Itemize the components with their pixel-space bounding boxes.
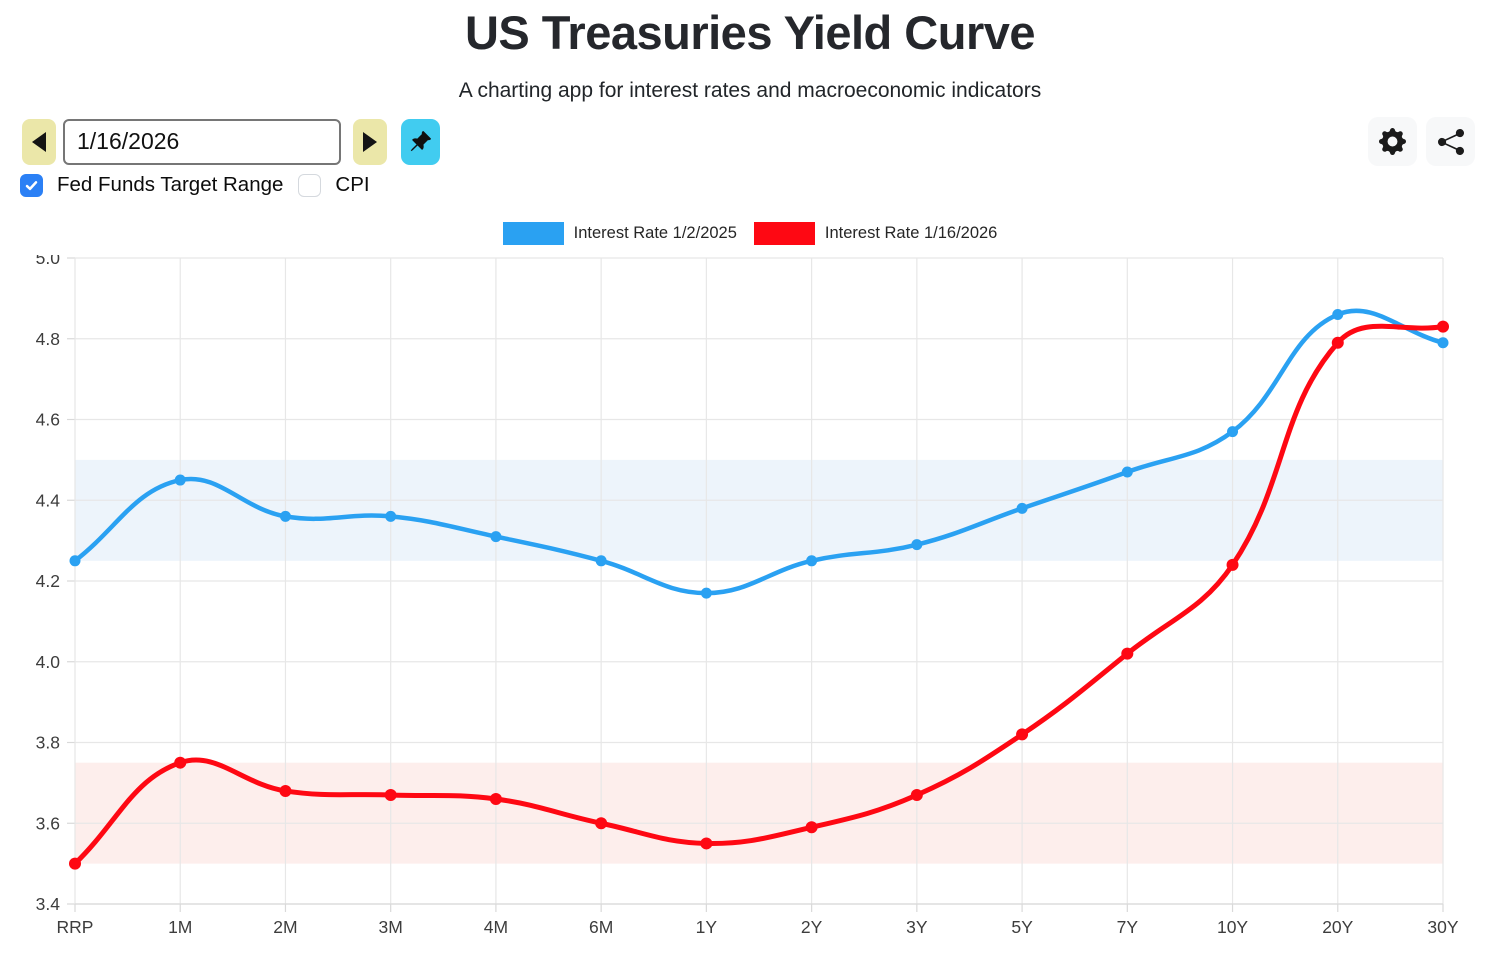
data-point-series-1[interactable] bbox=[1331, 336, 1344, 349]
cpi-label: CPI bbox=[335, 173, 370, 196]
data-point-series-1[interactable] bbox=[1226, 558, 1239, 571]
legend-label-2025: Interest Rate 1/2/2025 bbox=[573, 224, 737, 242]
settings-button[interactable] bbox=[1368, 117, 1417, 166]
x-axis-label: 3M bbox=[379, 917, 403, 937]
data-point-series-0[interactable] bbox=[174, 474, 186, 486]
x-axis-label: 6M bbox=[589, 917, 613, 937]
pin-date-button[interactable] bbox=[401, 118, 440, 165]
page-subtitle: A charting app for interest rates and ma… bbox=[458, 79, 1042, 102]
legend-item-2025[interactable]: Interest Rate 1/2/2025 bbox=[502, 222, 737, 245]
data-point-series-1[interactable] bbox=[910, 788, 923, 801]
data-point-series-0[interactable] bbox=[1121, 466, 1133, 478]
gear-icon bbox=[1379, 128, 1406, 155]
data-point-series-0[interactable] bbox=[1227, 426, 1239, 438]
y-axis-label: 4.0 bbox=[36, 652, 61, 672]
legend-swatch-2025 bbox=[502, 222, 564, 245]
x-axis-label: 7Y bbox=[1117, 917, 1139, 937]
prev-date-button[interactable] bbox=[22, 118, 56, 165]
data-point-series-1[interactable] bbox=[700, 837, 713, 850]
data-point-series-0[interactable] bbox=[279, 510, 291, 522]
x-axis-label: 5Y bbox=[1011, 917, 1033, 937]
x-axis-label: 2M bbox=[273, 917, 297, 937]
date-input[interactable] bbox=[63, 118, 341, 165]
data-point-series-0[interactable] bbox=[1016, 502, 1028, 514]
x-axis-label: 1Y bbox=[696, 917, 718, 937]
fed-funds-checkbox[interactable] bbox=[20, 173, 43, 197]
y-axis-label: 4.2 bbox=[36, 571, 60, 591]
data-point-series-1[interactable] bbox=[1437, 320, 1449, 333]
yield-curve-chart: 3.4 3.6 3.8 4.0 4.2 4.4 4.6 4.8 5.0 RRP 1M 2M 3M 4M 6M… bbox=[0, 248, 1500, 967]
x-axis-label: 30Y bbox=[1427, 917, 1458, 937]
data-point-series-0[interactable] bbox=[700, 587, 712, 599]
y-axis-label: 3.4 bbox=[36, 894, 61, 914]
x-axis-label: 3Y bbox=[906, 917, 928, 937]
data-point-series-0[interactable] bbox=[911, 539, 923, 551]
share-button[interactable] bbox=[1426, 117, 1475, 166]
share-icon bbox=[1437, 128, 1464, 155]
data-point-series-1[interactable] bbox=[69, 857, 81, 870]
checkmark-icon bbox=[25, 180, 38, 190]
data-point-series-1[interactable] bbox=[1016, 728, 1029, 741]
target-range-band bbox=[75, 762, 1443, 864]
chart-legend: Interest Rate 1/2/2025 Interest Rate 1/1… bbox=[0, 222, 1500, 245]
x-axis-label: 2Y bbox=[801, 917, 823, 937]
data-point-series-1[interactable] bbox=[489, 793, 502, 806]
right-arrow-icon bbox=[363, 131, 377, 152]
x-axis-label: 1M bbox=[168, 917, 192, 937]
data-point-series-0[interactable] bbox=[806, 555, 818, 567]
y-axis-label: 5.0 bbox=[36, 255, 61, 268]
legend-item-2026[interactable]: Interest Rate 1/16/2026 bbox=[753, 222, 998, 245]
data-point-series-1[interactable] bbox=[1121, 647, 1134, 660]
x-axis-label: 20Y bbox=[1322, 917, 1353, 937]
data-point-series-0[interactable] bbox=[1437, 337, 1449, 349]
toolbar bbox=[22, 117, 1475, 166]
y-axis-label: 3.8 bbox=[36, 733, 60, 753]
fed-funds-label: Fed Funds Target Range bbox=[57, 173, 284, 196]
data-point-series-1[interactable] bbox=[279, 784, 292, 797]
left-arrow-icon bbox=[32, 131, 46, 152]
y-axis-label: 4.6 bbox=[36, 410, 60, 430]
data-point-series-0[interactable] bbox=[1332, 309, 1344, 321]
x-axis-label: 10Y bbox=[1217, 917, 1248, 937]
pushpin-icon bbox=[410, 131, 431, 152]
legend-swatch-2026 bbox=[753, 222, 815, 245]
data-point-series-0[interactable] bbox=[385, 510, 397, 522]
data-point-series-0[interactable] bbox=[490, 531, 502, 543]
x-axis-label: RRP bbox=[57, 917, 94, 937]
data-point-series-1[interactable] bbox=[174, 756, 187, 769]
next-date-button[interactable] bbox=[353, 118, 387, 165]
y-axis-label: 3.6 bbox=[36, 813, 60, 833]
y-axis-label: 4.4 bbox=[36, 490, 61, 510]
series-toggles: Fed Funds Target Range CPI bbox=[20, 172, 370, 198]
page-title: US Treasuries Yield Curve bbox=[464, 6, 1036, 59]
data-point-series-0[interactable] bbox=[595, 555, 607, 567]
y-axis-label: 4.8 bbox=[36, 329, 60, 349]
data-point-series-0[interactable] bbox=[69, 555, 81, 567]
x-axis-label: 4M bbox=[484, 917, 508, 937]
cpi-checkbox[interactable] bbox=[298, 173, 322, 197]
legend-label-2026: Interest Rate 1/16/2026 bbox=[824, 224, 998, 242]
chart-canvas: 3.4 3.6 3.8 4.0 4.2 4.4 4.6 4.8 5.0 RRP 1M 2M 3M 4M 6M… bbox=[36, 248, 1459, 937]
data-point-series-1[interactable] bbox=[595, 817, 608, 830]
target-range-band bbox=[75, 459, 1443, 561]
data-point-series-1[interactable] bbox=[384, 788, 397, 801]
data-point-series-1[interactable] bbox=[805, 821, 818, 834]
